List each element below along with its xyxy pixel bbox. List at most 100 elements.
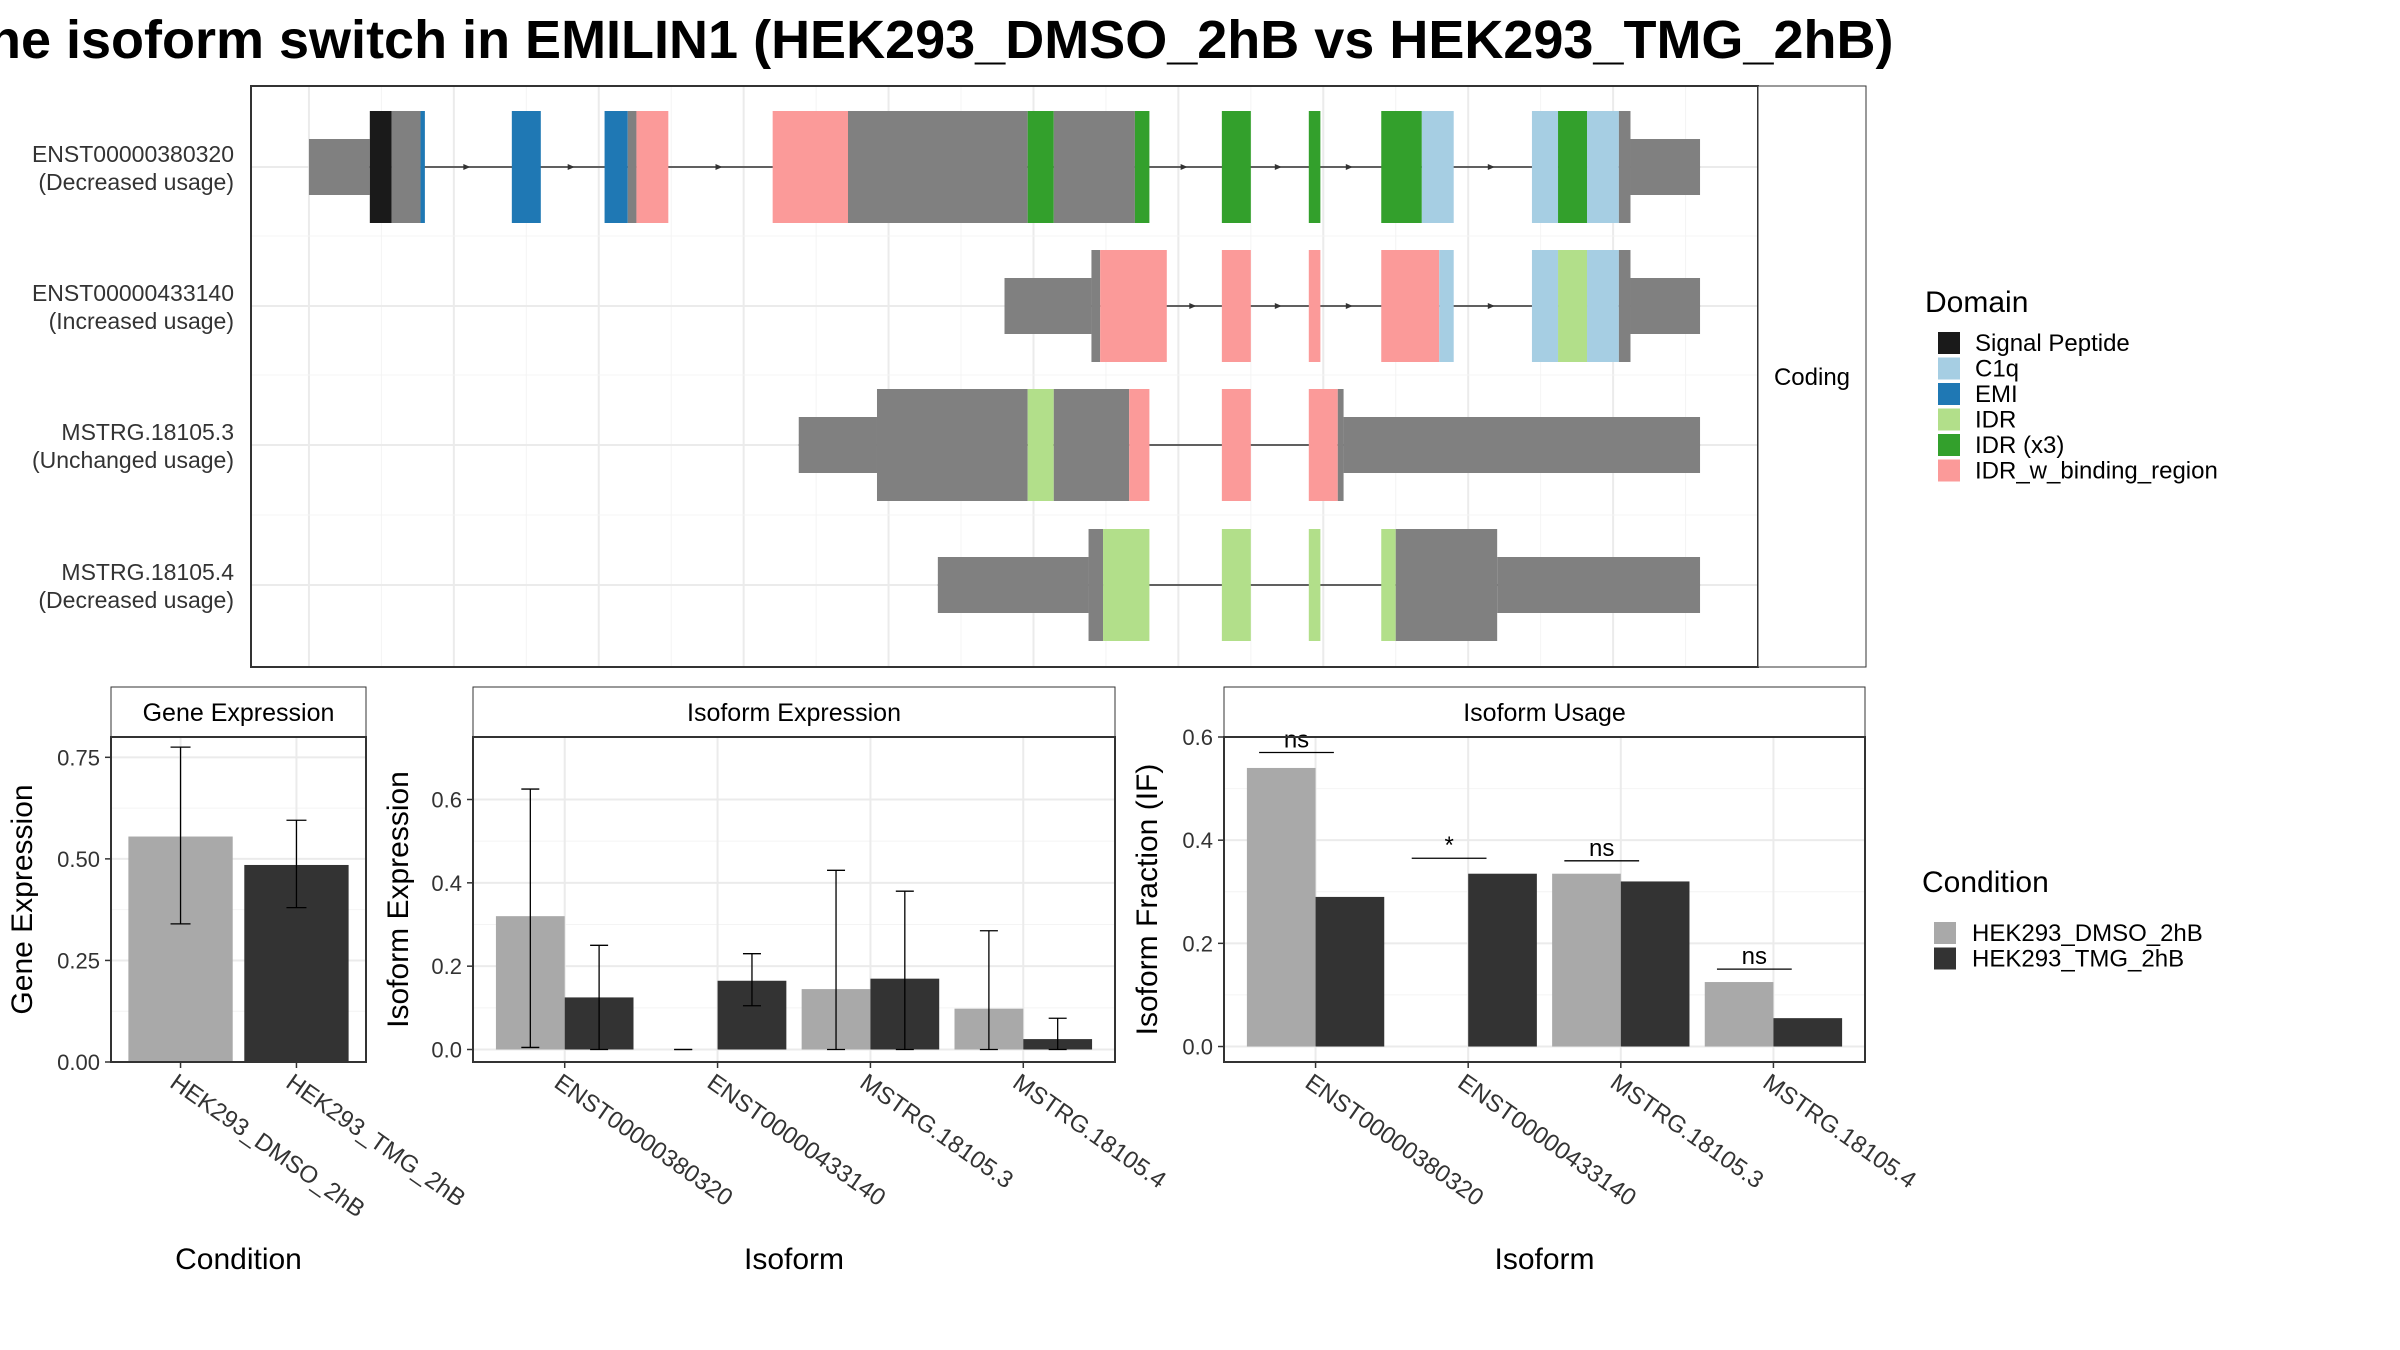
transcript-row	[798, 389, 1701, 501]
y-tick-label: 0.50	[57, 847, 100, 872]
domain-block	[1027, 111, 1054, 223]
legend-key-domain	[1938, 357, 1960, 380]
y-tick-label: 0.2	[431, 954, 462, 979]
cds-block	[1395, 529, 1498, 641]
y-tick-label: 0.2	[1182, 931, 1213, 956]
cds-block	[1088, 529, 1104, 641]
transcript-name: MSTRG.18105.4	[61, 559, 234, 585]
domain-block	[1558, 111, 1588, 223]
legend-key-domain	[1938, 408, 1960, 431]
panel-border	[472, 736, 1116, 1063]
figure-title: The isoform switch in EMILIN1 (HEK293_DM…	[0, 10, 1893, 70]
utr-block	[937, 557, 1089, 613]
direction-arrow	[1345, 164, 1353, 170]
bar	[1468, 873, 1537, 1047]
bar	[1315, 896, 1385, 1047]
legend-label-domain: C1q	[1975, 356, 2019, 383]
legend-label-domain: IDR_w_binding_region	[1975, 458, 2218, 485]
domain-block	[1381, 529, 1396, 641]
direction-arrow	[1189, 303, 1197, 309]
y-tick-label: 0.0	[431, 1038, 462, 1063]
domain-block	[1221, 111, 1251, 223]
domain-block	[1421, 111, 1454, 223]
utr-block	[1497, 557, 1701, 613]
domain-block	[1129, 389, 1150, 501]
utr-block	[1630, 139, 1701, 195]
direction-arrow	[1180, 164, 1188, 170]
domain-block	[1531, 250, 1559, 362]
cds-block	[391, 111, 421, 223]
direction-arrow	[715, 164, 723, 170]
legend-label-condition: HEK293_TMG_2hB	[1972, 946, 2184, 973]
x-tick-label: MSTRG.18105.4	[1008, 1069, 1171, 1194]
domain-block	[369, 111, 392, 223]
bar	[1246, 767, 1316, 1047]
panel-title: Gene Expression	[143, 699, 335, 727]
cds-block	[1053, 389, 1130, 501]
cds-block	[1091, 250, 1101, 362]
direction-arrow	[463, 164, 471, 170]
domain-block	[1134, 111, 1150, 223]
utr-block	[1343, 417, 1701, 473]
y-tick-label: 0.4	[431, 871, 462, 896]
direction-arrow	[1274, 303, 1282, 309]
direction-arrow	[1487, 303, 1495, 309]
utr-block	[798, 417, 877, 473]
legend-label-domain: IDR (x3)	[1975, 432, 2064, 459]
x-tick-label: HEK293_DMSO_2hB	[165, 1069, 370, 1223]
domain-block	[1308, 529, 1321, 641]
significance-label: ns	[1284, 726, 1309, 753]
domain-block	[1381, 111, 1422, 223]
y-axis-title: Isoform Expression	[382, 771, 415, 1028]
domain-block	[636, 111, 669, 223]
cds-block	[876, 389, 1028, 501]
cds-block	[1618, 250, 1631, 362]
legend-key-domain	[1938, 332, 1960, 354]
y-tick-label: 0.25	[57, 948, 100, 973]
bar	[1704, 982, 1774, 1047]
bar	[1773, 1018, 1843, 1047]
legend-key-domain	[1938, 434, 1960, 456]
y-tick-label: 0.75	[57, 745, 100, 770]
transcript-usage: (Increased usage)	[49, 308, 234, 334]
transcript-row	[1004, 250, 1701, 362]
domain-block	[1221, 250, 1251, 362]
domain-block	[1439, 250, 1454, 362]
cds-block	[1337, 389, 1344, 501]
condition-legend-title: Condition	[1922, 866, 2049, 899]
panel-title: Isoform Expression	[687, 699, 901, 727]
legend-label-domain: Signal Peptide	[1975, 330, 2130, 357]
legend-key-condition	[1934, 947, 1956, 970]
domain-block	[1221, 389, 1251, 501]
direction-arrow	[1345, 303, 1353, 309]
significance-label: ns	[1589, 835, 1614, 862]
facet-strip	[1757, 85, 1867, 668]
panel-border	[110, 736, 367, 1063]
transcript-usage: (Decreased usage)	[38, 169, 234, 195]
bar	[1620, 881, 1690, 1047]
significance-label: *	[1444, 832, 1453, 859]
panel-title: Isoform Usage	[1463, 699, 1626, 727]
domain-block	[1381, 250, 1440, 362]
y-tick-label: 0.00	[57, 1050, 100, 1075]
domain-block	[772, 111, 849, 223]
y-axis-title: Isoform Fraction (IF)	[1131, 764, 1164, 1036]
domain-block	[1221, 529, 1251, 641]
domain-block	[1308, 389, 1338, 501]
x-tick-label: MSTRG.18105.4	[1758, 1069, 1921, 1194]
domain-block	[511, 111, 541, 223]
domain-block	[1587, 111, 1619, 223]
x-tick-label: MSTRG.18105.3	[855, 1069, 1018, 1194]
domain-block	[420, 111, 425, 223]
legend-label-domain: IDR	[1975, 407, 2016, 434]
transcript-usage: (Unchanged usage)	[32, 447, 234, 473]
transcript-row	[937, 529, 1701, 641]
y-tick-label: 0.4	[1182, 828, 1213, 853]
legend-key-condition	[1934, 922, 1956, 944]
domain-block	[604, 111, 628, 223]
significance-label: ns	[1742, 943, 1767, 970]
legend-label-condition: HEK293_DMSO_2hB	[1972, 920, 2203, 947]
panel-strip	[110, 686, 367, 738]
utr-block	[1630, 278, 1701, 334]
